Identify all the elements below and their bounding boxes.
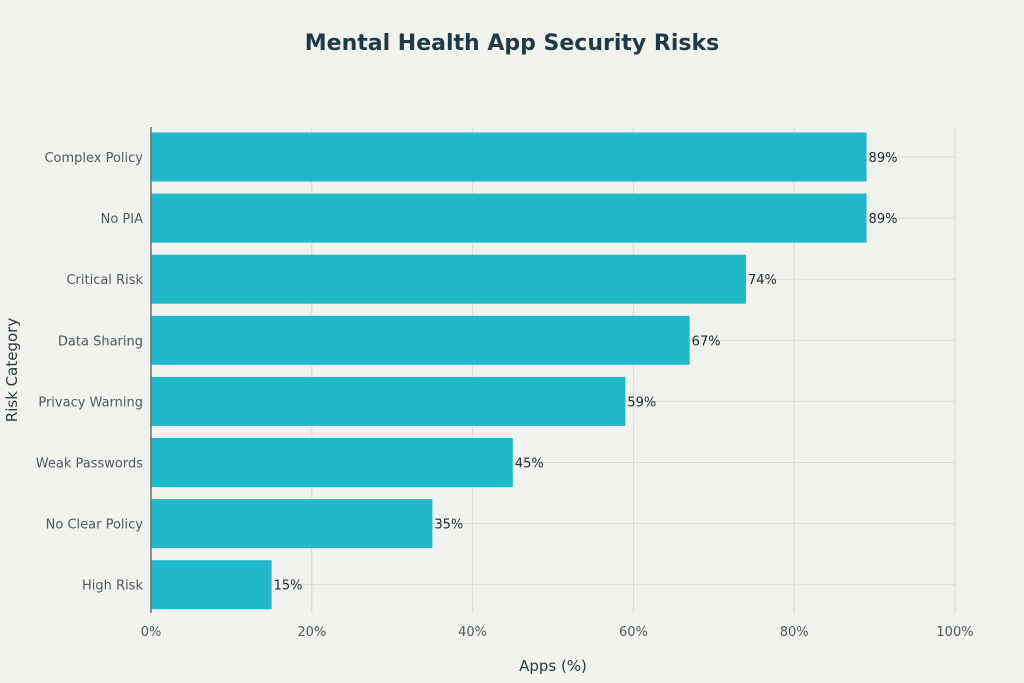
bar xyxy=(151,560,272,610)
y-axis-title: Risk Category xyxy=(3,318,21,423)
bar xyxy=(151,376,626,426)
bar xyxy=(151,438,513,487)
data-label: 45% xyxy=(515,457,544,472)
bar xyxy=(151,193,867,243)
chart-title: Mental Health App Security Risks xyxy=(305,31,719,56)
y-tick-label: Weak Passwords xyxy=(36,457,143,472)
y-tick-label: High Risk xyxy=(82,579,143,594)
data-label: 74% xyxy=(748,273,777,288)
bar xyxy=(151,132,867,182)
y-tick-label: Privacy Warning xyxy=(38,395,143,410)
x-axis-title: Apps (%) xyxy=(519,657,587,675)
x-tick-label: 100% xyxy=(936,625,973,640)
x-tick-label: 40% xyxy=(458,625,487,640)
y-tick-labels: Complex Policy No PIA Critical Risk Data Sh… xyxy=(36,151,144,594)
data-label: 15% xyxy=(274,579,303,594)
x-tick-label: 0% xyxy=(141,625,162,640)
data-label: 67% xyxy=(692,334,721,349)
bar xyxy=(151,499,433,549)
data-label: 59% xyxy=(627,395,656,410)
data-label: 35% xyxy=(434,518,463,533)
x-tick-label: 60% xyxy=(619,625,648,640)
y-tick-label: Data Sharing xyxy=(58,334,143,349)
x-tick-label: 80% xyxy=(780,625,809,640)
x-tick-labels: 0% 20% 40% 60% 80% 100% xyxy=(141,625,974,640)
y-tick-label: No PIA xyxy=(101,212,143,227)
bar xyxy=(151,254,746,304)
y-tick-label: Critical Risk xyxy=(66,273,143,288)
bar xyxy=(151,315,690,365)
x-tick-label: 20% xyxy=(297,625,326,640)
bars xyxy=(151,132,867,610)
data-labels: 89% 89% 74% 67% 59% 45% 35% 15% xyxy=(274,151,898,594)
data-label: 89% xyxy=(869,212,898,227)
y-tick-label: No Clear Policy xyxy=(46,518,144,533)
y-tick-label: Complex Policy xyxy=(44,151,143,166)
data-label: 89% xyxy=(869,151,898,166)
